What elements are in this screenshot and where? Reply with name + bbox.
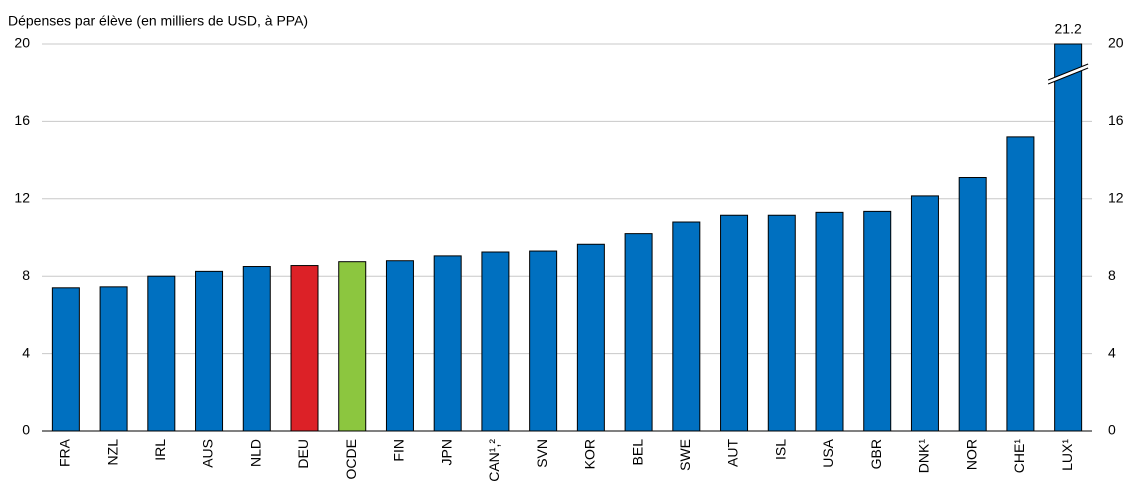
bar <box>242 266 271 432</box>
x-tick-label: DEU <box>295 439 311 469</box>
bar <box>720 214 749 432</box>
x-tick-label: JPN <box>438 439 454 465</box>
y-tick-label: 0 <box>22 422 30 438</box>
x-tick-label: AUT <box>725 439 741 467</box>
axis-break <box>1047 67 1089 85</box>
y2-tick-label: 0 <box>1108 422 1116 438</box>
axis-break <box>1048 64 1089 84</box>
y2-tick-label: 4 <box>1108 344 1116 360</box>
x-tick-label: CHE¹ <box>1011 439 1027 474</box>
x-tick-label: AUS <box>200 439 216 468</box>
x-tick-label: SVN <box>534 439 550 468</box>
x-tick-label: USA <box>820 438 836 467</box>
x-tick-label: NLD <box>247 439 263 467</box>
bar <box>624 233 653 432</box>
y-tick-label: 8 <box>22 267 30 283</box>
bar <box>385 260 414 432</box>
x-tick-label: OCDE <box>343 439 359 479</box>
bar <box>672 221 701 432</box>
bar <box>147 275 176 432</box>
y2-tick-label: 12 <box>1108 190 1124 206</box>
x-tick-label: ISL <box>772 439 788 460</box>
bar <box>481 251 510 432</box>
x-tick-label: NOR <box>963 439 979 470</box>
y-tick-label: 12 <box>14 190 30 206</box>
bar <box>863 210 892 432</box>
bar <box>529 250 558 432</box>
x-tick-label: NZL <box>104 439 120 466</box>
y2-tick-label: 8 <box>1108 267 1116 283</box>
y-tick-label: 20 <box>14 35 30 51</box>
bar <box>338 261 367 432</box>
y2-tick-label: 16 <box>1108 112 1124 128</box>
x-tick-label: BEL <box>629 439 645 466</box>
bar <box>51 287 80 432</box>
y-tick-label: 16 <box>14 112 30 128</box>
bar <box>433 255 462 432</box>
bar <box>195 270 224 432</box>
x-tick-label: GBR <box>868 439 884 469</box>
bar <box>1006 136 1035 432</box>
bar <box>767 214 796 432</box>
bar <box>290 265 319 432</box>
y2-tick-label: 20 <box>1108 35 1124 51</box>
bar <box>910 195 939 432</box>
bar <box>958 177 987 432</box>
x-tick-label: FRA <box>57 438 73 467</box>
x-tick-label: CAN¹,² <box>486 439 502 482</box>
bar <box>576 243 605 432</box>
x-tick-label: LUX¹ <box>1059 439 1075 471</box>
bar <box>1054 43 1083 432</box>
x-tick-label: FIN <box>391 439 407 462</box>
x-tick-label: DNK¹ <box>916 439 932 474</box>
x-tick-label: SWE <box>677 439 693 471</box>
value-label: 21.2 <box>1055 21 1082 37</box>
x-tick-label: IRL <box>152 439 168 461</box>
axis-label: Dépenses par élève (en milliers de USD, … <box>8 13 308 29</box>
x-tick-label: KOR <box>582 439 598 469</box>
bar <box>815 211 844 432</box>
axis-break <box>1047 63 1089 81</box>
bar <box>99 286 128 432</box>
y-tick-label: 4 <box>22 344 30 360</box>
